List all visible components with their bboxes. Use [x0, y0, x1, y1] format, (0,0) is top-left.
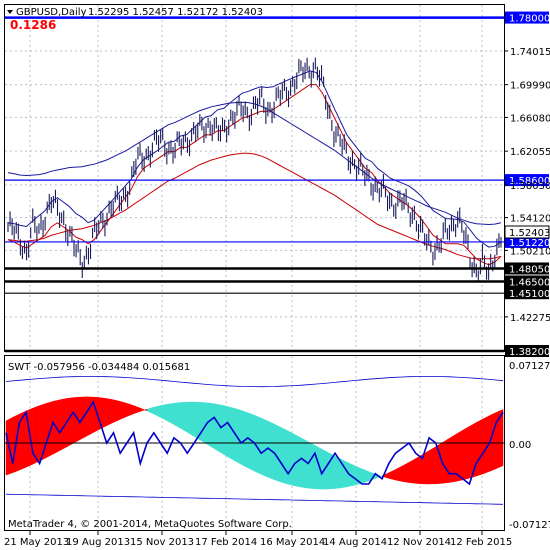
- level-badge: [505, 287, 549, 300]
- level-badge: [505, 262, 549, 275]
- time-tick-label: 14 Aug 2014: [323, 537, 387, 548]
- level-label: 1.45100: [509, 289, 550, 300]
- swt-fill-segment: [187, 401, 195, 437]
- time-tick-label: 19 Aug 2013: [66, 537, 130, 548]
- level-label: 1.78000: [509, 14, 550, 25]
- band-upper-line: [7, 70, 502, 248]
- swt-fill-segment: [119, 401, 128, 420]
- swt-fill-segment: [260, 417, 269, 478]
- swt-fill-segment: [469, 422, 477, 479]
- price-tick-label: 1.62055: [510, 147, 550, 158]
- swt-fill-segment: [113, 399, 121, 423]
- swt-fill-segment: [220, 404, 228, 458]
- ma-long-line: [7, 101, 502, 226]
- swt-lines: [5, 376, 504, 505]
- indicator-value: 0.1286: [10, 18, 56, 32]
- level-label: 1.38200: [509, 347, 550, 358]
- swt-fill-segment: [449, 433, 457, 483]
- swt-fill-segment: [274, 423, 282, 483]
- price-tick-label: 1.69990: [510, 81, 550, 92]
- level-badge: [505, 235, 549, 248]
- swt-fill-segment: [314, 445, 322, 490]
- swt-fill-segment: [307, 441, 316, 490]
- horizontal-levels: 1.78000 1.58600 1.51220 1.48050 1.465001.451…: [5, 11, 550, 358]
- swt-fill-segment: [106, 398, 114, 427]
- level-badge: [505, 275, 549, 288]
- time-tick-label: 12 Feb 2015: [450, 537, 512, 548]
- footer-copyright: MetaTrader 4, © 2001-2014, MetaQuotes So…: [8, 519, 292, 530]
- swt-upper-envelope: [5, 376, 504, 388]
- time-tick-label: 21 May 2013: [4, 537, 69, 548]
- swt-title: SWT -0.057956 -0.034484 0.015681: [8, 362, 190, 373]
- swt-fill-segment: [415, 454, 423, 485]
- time-tick-label: 16 May 2014: [260, 537, 325, 548]
- level-label: 1.58600: [509, 176, 550, 187]
- time-tick-label: 17 Feb 2014: [195, 537, 257, 548]
- swt-axis-bottom: -0.07127: [509, 520, 550, 531]
- level-badge: [505, 345, 549, 357]
- level-label: 1.51220: [509, 238, 550, 249]
- swt-axis-top: 0.07127: [509, 361, 550, 372]
- swt-fill-segment: [442, 437, 450, 484]
- swt-fill-segment: [287, 430, 296, 487]
- price-tick-label: 1.58030: [510, 181, 550, 192]
- price-tick-label: 1.74015: [510, 47, 550, 58]
- price-candles: [7, 57, 502, 283]
- swt-fill-segment: [428, 446, 437, 485]
- price-axis: 1.74015 1.69990 1.66080 1.62055 1.58030 1.541…: [504, 47, 550, 324]
- swt-fill-segment: [227, 406, 235, 461]
- swt-fill-segment: [213, 403, 222, 454]
- level-badge: [505, 11, 549, 24]
- swt-fill-segment: [180, 401, 188, 433]
- ohlc-label: 1.52295 1.52457 1.52172 1.52403: [88, 7, 263, 18]
- level-label: 1.46500: [509, 277, 550, 288]
- swt-fill-segment: [173, 402, 181, 429]
- price-tick-label: 1.42275: [510, 313, 550, 324]
- time-tick-label: 15 Nov 2013: [130, 537, 194, 548]
- swt-fill-segment: [408, 458, 416, 484]
- level-badge: [505, 174, 549, 187]
- swt-fill-segment: [207, 402, 215, 450]
- collapse-icon[interactable]: [7, 10, 13, 14]
- moving-averages: [7, 70, 502, 266]
- swt-fill-segment: [475, 418, 484, 477]
- swt-fill-segment: [281, 427, 289, 485]
- price-tick-label: 1.54120: [510, 214, 550, 225]
- price-tick-label: 1.50210: [510, 246, 550, 257]
- swt-fill-segment: [496, 409, 504, 469]
- main-chart-frame: [4, 4, 505, 352]
- swt-fill-segment: [402, 461, 410, 483]
- ma-slow-line: [7, 152, 502, 260]
- swt-fill-segment: [234, 407, 242, 465]
- current-price-label: 1.52403: [509, 228, 550, 239]
- swt-main-line: [5, 400, 504, 486]
- swt-fill-segment: [46, 401, 54, 459]
- swt-fill-segment: [166, 402, 175, 425]
- swt-axis-zero: 0.00: [509, 440, 531, 451]
- swt-fill-segment: [462, 425, 470, 481]
- swt-fill-segment: [361, 468, 369, 484]
- time-tick-label: 12 Nov 2014: [387, 537, 451, 548]
- swt-lower-envelope: [5, 493, 504, 505]
- current-price-badge: [504, 225, 550, 239]
- symbol-label: GBPUSD,Daily: [16, 7, 87, 18]
- price-tick-label: 1.66080: [510, 113, 550, 124]
- level-label: 1.48050: [509, 264, 550, 275]
